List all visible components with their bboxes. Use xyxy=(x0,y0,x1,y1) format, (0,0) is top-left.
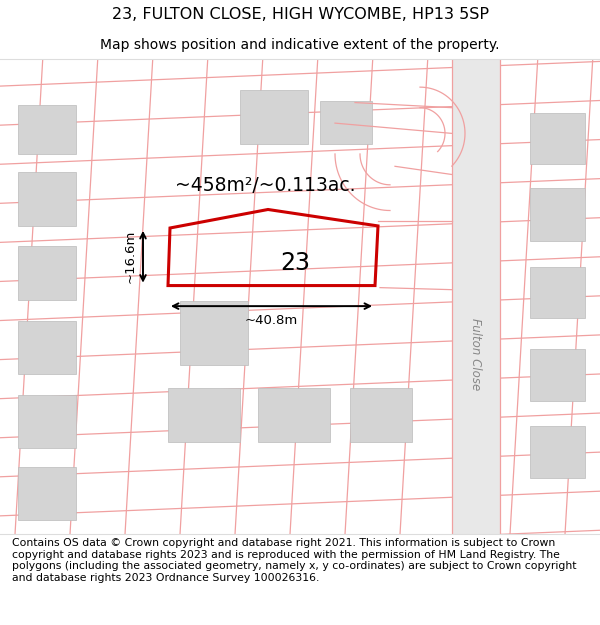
Polygon shape xyxy=(452,59,500,534)
Bar xyxy=(530,349,585,401)
Bar xyxy=(530,188,585,241)
Bar xyxy=(18,394,76,448)
Bar xyxy=(18,104,76,154)
Bar xyxy=(180,301,248,365)
Bar xyxy=(530,426,585,478)
Text: 23, FULTON CLOSE, HIGH WYCOMBE, HP13 5SP: 23, FULTON CLOSE, HIGH WYCOMBE, HP13 5SP xyxy=(112,8,488,22)
Bar xyxy=(18,466,76,520)
Bar xyxy=(530,267,585,319)
Bar xyxy=(350,388,412,442)
Text: Fulton Close: Fulton Close xyxy=(470,318,482,390)
Text: Map shows position and indicative extent of the property.: Map shows position and indicative extent… xyxy=(100,38,500,51)
Bar xyxy=(18,173,76,226)
Text: Contains OS data © Crown copyright and database right 2021. This information is : Contains OS data © Crown copyright and d… xyxy=(12,538,577,582)
Bar xyxy=(530,113,585,164)
Text: ~16.6m: ~16.6m xyxy=(124,230,137,284)
Text: ~40.8m: ~40.8m xyxy=(245,314,298,328)
Bar xyxy=(320,101,372,144)
Bar xyxy=(18,246,76,300)
Text: 23: 23 xyxy=(280,251,310,275)
Text: ~458m²/~0.113ac.: ~458m²/~0.113ac. xyxy=(175,176,355,195)
Bar xyxy=(168,388,240,442)
Bar xyxy=(240,90,308,144)
Bar xyxy=(18,321,76,374)
Bar xyxy=(258,388,330,442)
